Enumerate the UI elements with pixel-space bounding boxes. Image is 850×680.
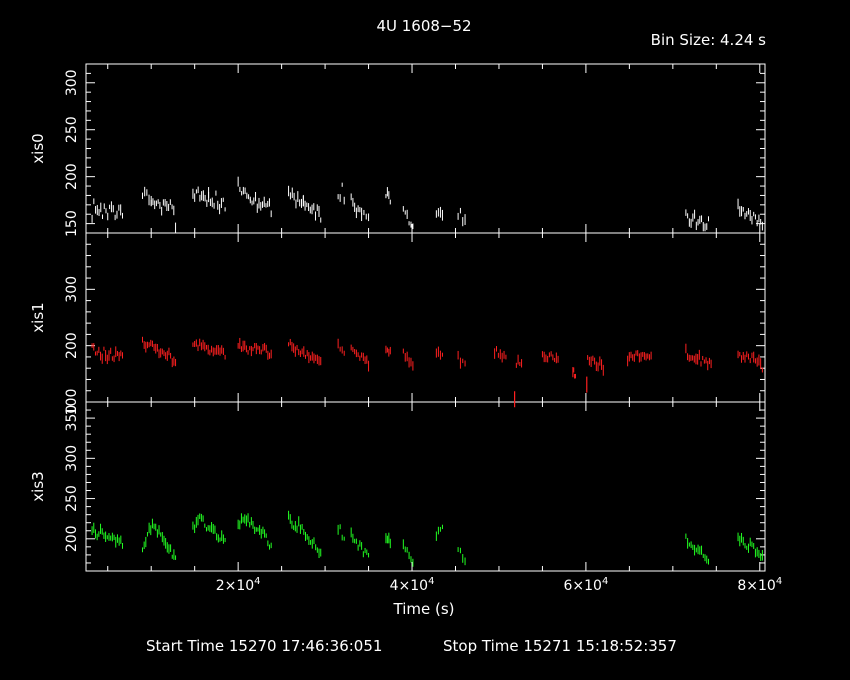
x-tick-label: 2×104 bbox=[216, 576, 261, 594]
xis0-ytick-label: 300 bbox=[64, 69, 80, 96]
x-axis-label: Time (s) bbox=[393, 600, 455, 618]
xis0-ytick-label: 250 bbox=[64, 116, 80, 143]
bin-size-label: Bin Size: 4.24 s bbox=[651, 31, 767, 49]
xis1-ytick-label: 300 bbox=[64, 276, 80, 303]
xis3-ylabel: xis3 bbox=[29, 471, 47, 501]
xis0-ylabel: xis0 bbox=[29, 133, 47, 163]
start-time: Start Time 15270 17:46:36:051 bbox=[146, 637, 382, 655]
xis0-frame bbox=[85, 63, 766, 234]
xis1-frame bbox=[85, 232, 766, 403]
xis0-ytick-label: 150 bbox=[64, 210, 80, 237]
xis0-ytick-label: 200 bbox=[64, 163, 80, 190]
xis3-ytick-label: 250 bbox=[64, 485, 80, 512]
chart-title: 4U 1608−52 bbox=[376, 17, 471, 35]
xis1-ytick-label: 200 bbox=[64, 332, 80, 359]
data-marks bbox=[91, 176, 763, 567]
panel-frames: 150 200 250 300 xis0 100 200 300 xis1 200 250 300 35… bbox=[29, 63, 782, 594]
stop-time: Stop Time 15271 15:18:52:357 bbox=[443, 637, 677, 655]
x-tick-label: 4×104 bbox=[390, 576, 435, 594]
xis3-frame bbox=[85, 401, 766, 572]
x-tick-label: 6×104 bbox=[563, 576, 608, 594]
xis1-ylabel: xis1 bbox=[29, 302, 47, 332]
x-tick-label: 8×104 bbox=[737, 576, 782, 594]
xis3-ytick-label: 200 bbox=[64, 525, 80, 552]
xis1-ytick-label: 100 bbox=[64, 389, 80, 416]
xis3-ytick-label: 300 bbox=[64, 445, 80, 472]
xis3-ytick-label: 350 bbox=[64, 405, 80, 432]
